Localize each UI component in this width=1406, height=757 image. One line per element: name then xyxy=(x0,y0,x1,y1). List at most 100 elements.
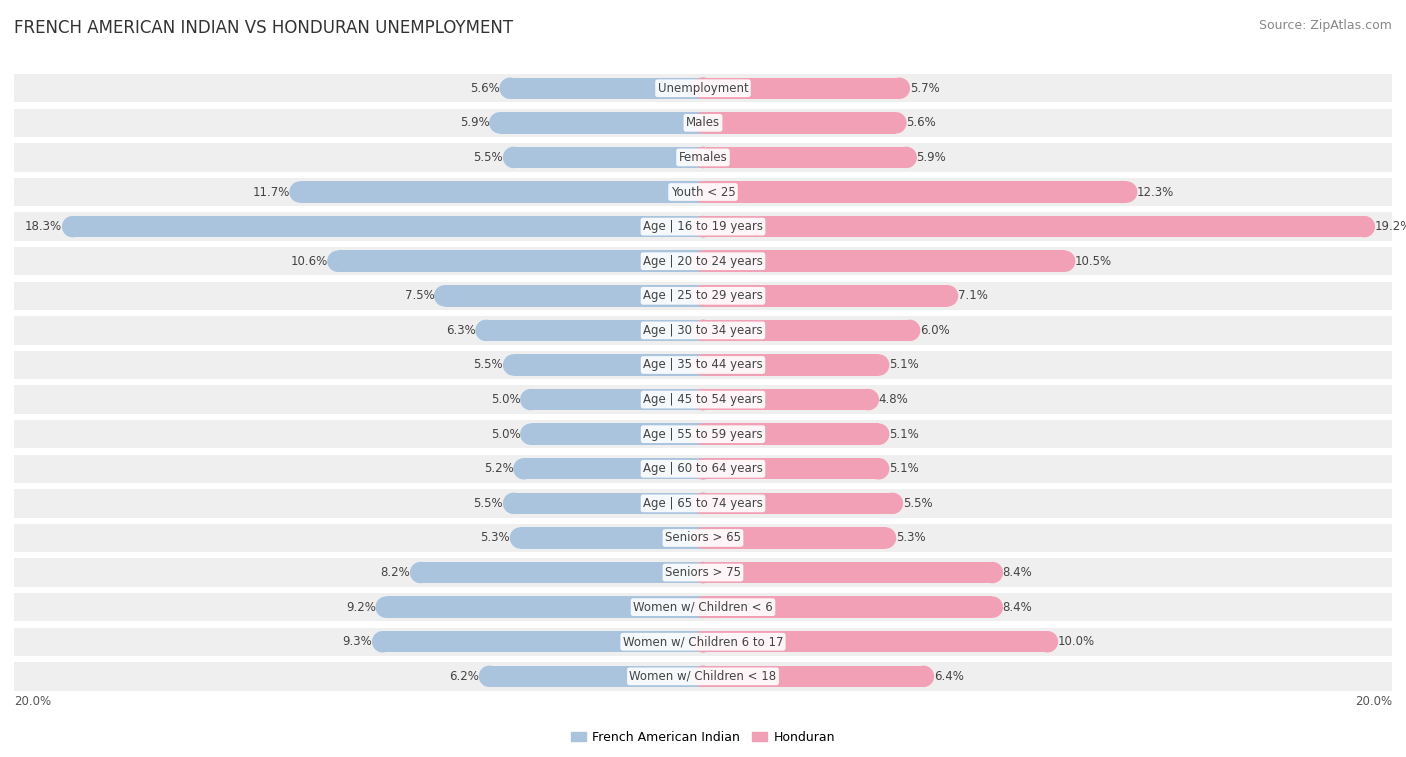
Text: 5.5%: 5.5% xyxy=(474,151,503,164)
Text: 12.3%: 12.3% xyxy=(1137,185,1174,198)
Circle shape xyxy=(858,389,879,410)
Bar xyxy=(299,181,703,203)
Circle shape xyxy=(692,458,714,479)
Text: Age | 60 to 64 years: Age | 60 to 64 years xyxy=(643,463,763,475)
Circle shape xyxy=(896,147,917,168)
Text: Women w/ Children < 6: Women w/ Children < 6 xyxy=(633,600,773,614)
Bar xyxy=(703,147,907,168)
Text: 5.5%: 5.5% xyxy=(474,359,503,372)
Text: 5.6%: 5.6% xyxy=(470,82,499,95)
Circle shape xyxy=(692,112,714,133)
Bar xyxy=(499,112,703,133)
Circle shape xyxy=(475,319,496,341)
Bar xyxy=(14,178,1392,206)
Text: Age | 16 to 19 years: Age | 16 to 19 years xyxy=(643,220,763,233)
Text: 5.1%: 5.1% xyxy=(889,463,918,475)
Circle shape xyxy=(882,493,903,514)
Bar xyxy=(703,77,900,99)
Text: Seniors > 65: Seniors > 65 xyxy=(665,531,741,544)
Text: 8.4%: 8.4% xyxy=(1002,600,1032,614)
Bar xyxy=(510,77,703,99)
Circle shape xyxy=(886,112,907,133)
Text: 7.1%: 7.1% xyxy=(957,289,988,302)
Text: Women w/ Children 6 to 17: Women w/ Children 6 to 17 xyxy=(623,635,783,648)
Text: 5.6%: 5.6% xyxy=(907,117,936,129)
Circle shape xyxy=(692,562,714,584)
Bar xyxy=(703,354,879,375)
Bar xyxy=(444,285,703,307)
Circle shape xyxy=(868,423,890,445)
Circle shape xyxy=(868,354,890,375)
Text: Females: Females xyxy=(679,151,727,164)
Circle shape xyxy=(692,527,714,549)
Circle shape xyxy=(692,354,714,375)
Text: 10.0%: 10.0% xyxy=(1057,635,1095,648)
Circle shape xyxy=(692,147,714,168)
Circle shape xyxy=(692,319,714,341)
Circle shape xyxy=(692,77,714,99)
Text: 6.0%: 6.0% xyxy=(920,324,950,337)
Circle shape xyxy=(868,458,890,479)
Text: 5.5%: 5.5% xyxy=(474,497,503,510)
Circle shape xyxy=(375,597,396,618)
Text: 5.3%: 5.3% xyxy=(896,531,925,544)
Bar xyxy=(14,662,1392,690)
Text: Seniors > 75: Seniors > 75 xyxy=(665,566,741,579)
Bar xyxy=(14,420,1392,448)
Bar xyxy=(14,524,1392,552)
Circle shape xyxy=(936,285,959,307)
Bar xyxy=(337,251,703,272)
Circle shape xyxy=(503,354,524,375)
Bar xyxy=(703,389,869,410)
Circle shape xyxy=(898,319,921,341)
Circle shape xyxy=(489,112,510,133)
Bar xyxy=(387,597,703,618)
Text: Age | 20 to 24 years: Age | 20 to 24 years xyxy=(643,254,763,268)
Circle shape xyxy=(692,493,714,514)
Circle shape xyxy=(692,597,714,618)
Circle shape xyxy=(692,631,714,653)
Text: 5.1%: 5.1% xyxy=(889,359,918,372)
Text: 5.1%: 5.1% xyxy=(889,428,918,441)
Bar xyxy=(703,285,948,307)
Text: 10.5%: 10.5% xyxy=(1076,254,1112,268)
Bar xyxy=(14,109,1392,137)
Circle shape xyxy=(692,493,714,514)
Circle shape xyxy=(692,181,714,203)
Circle shape xyxy=(692,112,714,133)
Circle shape xyxy=(520,423,541,445)
Circle shape xyxy=(981,562,1002,584)
Circle shape xyxy=(62,216,83,238)
Circle shape xyxy=(692,354,714,375)
Text: 5.2%: 5.2% xyxy=(484,463,513,475)
Bar xyxy=(703,251,1064,272)
Circle shape xyxy=(692,562,714,584)
Text: Age | 30 to 34 years: Age | 30 to 34 years xyxy=(643,324,763,337)
Bar xyxy=(513,354,703,375)
Circle shape xyxy=(692,389,714,410)
Bar xyxy=(14,74,1392,102)
Circle shape xyxy=(692,423,714,445)
Circle shape xyxy=(692,285,714,307)
Bar xyxy=(531,389,703,410)
Bar xyxy=(703,562,993,584)
Circle shape xyxy=(513,458,534,479)
Text: 5.5%: 5.5% xyxy=(903,497,932,510)
Text: Age | 25 to 29 years: Age | 25 to 29 years xyxy=(643,289,763,302)
Text: Age | 45 to 54 years: Age | 45 to 54 years xyxy=(643,393,763,406)
Text: Males: Males xyxy=(686,117,720,129)
Bar xyxy=(14,213,1392,241)
Text: 9.3%: 9.3% xyxy=(343,635,373,648)
Circle shape xyxy=(692,597,714,618)
Bar xyxy=(14,593,1392,621)
Bar xyxy=(703,458,879,479)
Circle shape xyxy=(692,216,714,238)
Bar xyxy=(513,493,703,514)
Circle shape xyxy=(692,147,714,168)
Text: 5.0%: 5.0% xyxy=(491,393,520,406)
Circle shape xyxy=(290,181,311,203)
Circle shape xyxy=(1354,216,1375,238)
Bar xyxy=(14,316,1392,344)
Text: 18.3%: 18.3% xyxy=(25,220,62,233)
Circle shape xyxy=(692,216,714,238)
